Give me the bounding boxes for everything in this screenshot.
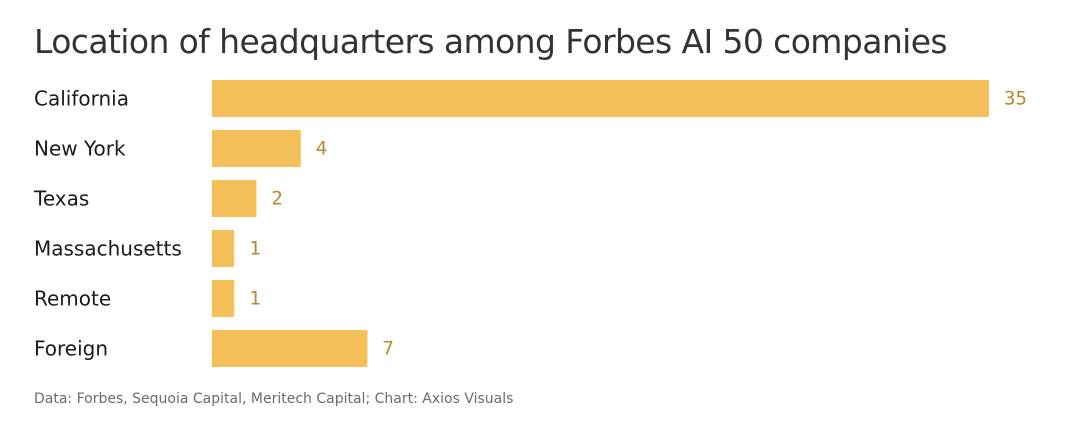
chart-title: Location of headquarters among Forbes AI… — [34, 22, 948, 61]
value-label-foreign: 7 — [382, 338, 393, 360]
bar-new-york — [212, 130, 301, 167]
bar-remote — [212, 280, 235, 317]
category-label-massachusetts: Massachusetts — [34, 237, 182, 261]
category-label-texas: Texas — [33, 187, 89, 211]
category-label-california: California — [34, 87, 129, 111]
value-label-remote: 1 — [249, 288, 260, 310]
value-label-new-york: 4 — [316, 138, 327, 160]
category-label-new-york: New York — [34, 137, 126, 161]
bar-california — [212, 80, 989, 117]
category-label-foreign: Foreign — [34, 337, 108, 361]
value-label-california: 35 — [1004, 88, 1027, 110]
bar-texas — [212, 180, 257, 217]
value-label-texas: 2 — [271, 188, 282, 210]
bar-foreign — [212, 330, 368, 367]
chart-source: Data: Forbes, Sequoia Capital, Meritech … — [34, 391, 514, 407]
value-label-massachusetts: 1 — [249, 238, 260, 260]
bars-group: California 35 New York 4 Texas 2 Massachusetts… — [33, 80, 1027, 367]
category-label-remote: Remote — [34, 287, 111, 311]
bar-massachusetts — [212, 230, 235, 267]
